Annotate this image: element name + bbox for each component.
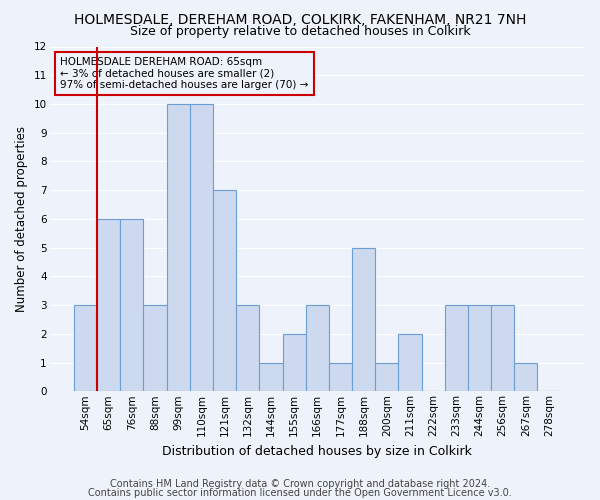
Bar [352,248,375,392]
Text: HOLMESDALE DEREHAM ROAD: 65sqm
← 3% of detached houses are smaller (2)
97% of se: HOLMESDALE DEREHAM ROAD: 65sqm ← 3% of d… [60,57,308,90]
Bar [259,362,283,392]
Bar [97,219,120,392]
Bar [74,305,97,392]
Bar [236,305,259,392]
Bar [398,334,422,392]
Bar [190,104,213,392]
Text: Contains public sector information licensed under the Open Government Licence v3: Contains public sector information licen… [88,488,512,498]
Bar [445,305,468,392]
Bar [491,305,514,392]
X-axis label: Distribution of detached houses by size in Colkirk: Distribution of detached houses by size … [163,444,472,458]
Y-axis label: Number of detached properties: Number of detached properties [15,126,28,312]
Bar [514,362,538,392]
Text: Size of property relative to detached houses in Colkirk: Size of property relative to detached ho… [130,25,470,38]
Bar [167,104,190,392]
Text: HOLMESDALE, DEREHAM ROAD, COLKIRK, FAKENHAM, NR21 7NH: HOLMESDALE, DEREHAM ROAD, COLKIRK, FAKEN… [74,12,526,26]
Text: Contains HM Land Registry data © Crown copyright and database right 2024.: Contains HM Land Registry data © Crown c… [110,479,490,489]
Bar [329,362,352,392]
Bar [375,362,398,392]
Bar [120,219,143,392]
Bar [213,190,236,392]
Bar [306,305,329,392]
Bar [468,305,491,392]
Bar [283,334,306,392]
Bar [143,305,167,392]
